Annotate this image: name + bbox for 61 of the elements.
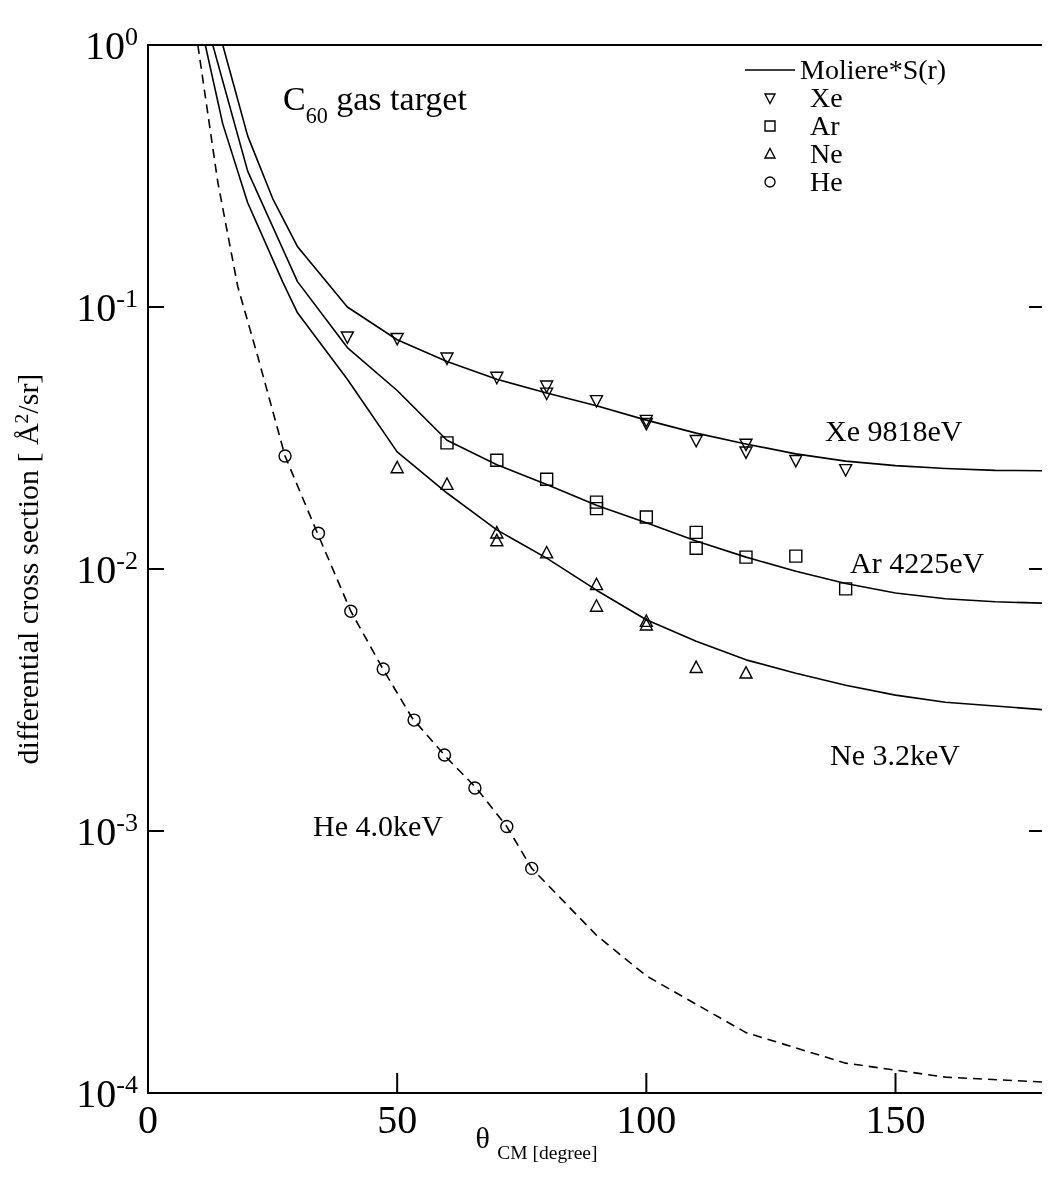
point	[838, 463, 853, 477]
point	[500, 819, 514, 834]
point	[490, 533, 504, 547]
point	[490, 525, 504, 539]
x-tick-label: 100	[616, 1097, 677, 1142]
annotation: He 4.0keV	[313, 809, 444, 843]
point	[739, 438, 753, 452]
point	[739, 446, 753, 460]
x-tick-label: 50	[377, 1097, 418, 1142]
point	[589, 599, 604, 612]
point	[689, 434, 703, 448]
legend-label: He	[810, 166, 843, 197]
annotation: Xe 9818eV	[825, 413, 963, 447]
point	[838, 582, 853, 596]
legend-label: Moliere*S(r)	[800, 54, 947, 85]
point	[440, 477, 454, 491]
point	[490, 371, 504, 385]
legend-label: Ar	[810, 110, 841, 141]
text: C$_{60}$ gas target	[283, 80, 468, 128]
y-tick-label: 10$^{-3}$	[76, 807, 138, 854]
point	[376, 662, 390, 676]
legend-label: Ne	[810, 138, 843, 169]
point	[589, 501, 604, 516]
point	[539, 380, 554, 394]
y-tick-label: 10$^{-2}$	[76, 545, 138, 592]
x-tick-label: 150	[865, 1097, 926, 1142]
point	[739, 665, 753, 679]
annotation: Ne 3.2keV	[830, 737, 961, 771]
y-tick-label: 10$^{0}$	[85, 21, 138, 68]
point	[689, 660, 703, 674]
x-axis-title: θ $_{CM [degree]}$	[475, 1121, 598, 1163]
point	[390, 460, 404, 474]
point	[440, 352, 454, 366]
point	[539, 387, 554, 401]
point	[278, 449, 292, 463]
point	[789, 549, 803, 563]
point	[490, 453, 504, 467]
point	[340, 331, 355, 345]
point	[539, 472, 554, 486]
point	[344, 604, 358, 618]
point	[525, 861, 539, 876]
point	[589, 495, 604, 509]
point	[437, 748, 452, 762]
point	[689, 525, 703, 540]
x-tick-label: 0	[138, 1097, 158, 1142]
point	[407, 713, 421, 727]
point	[739, 550, 753, 564]
point	[311, 526, 326, 540]
point	[589, 394, 604, 408]
point	[689, 541, 703, 555]
point	[468, 781, 482, 795]
point	[440, 436, 454, 450]
point	[789, 454, 803, 468]
annotation: Ar 4225eV	[850, 546, 985, 580]
point	[390, 332, 404, 346]
y-tick-label: 10$^{-1}$	[76, 283, 138, 330]
point	[539, 545, 554, 559]
point	[589, 577, 604, 591]
legend-label: Xe	[810, 82, 843, 113]
y-tick-label: 10$^{-4}$	[76, 1069, 138, 1116]
point	[639, 510, 654, 524]
